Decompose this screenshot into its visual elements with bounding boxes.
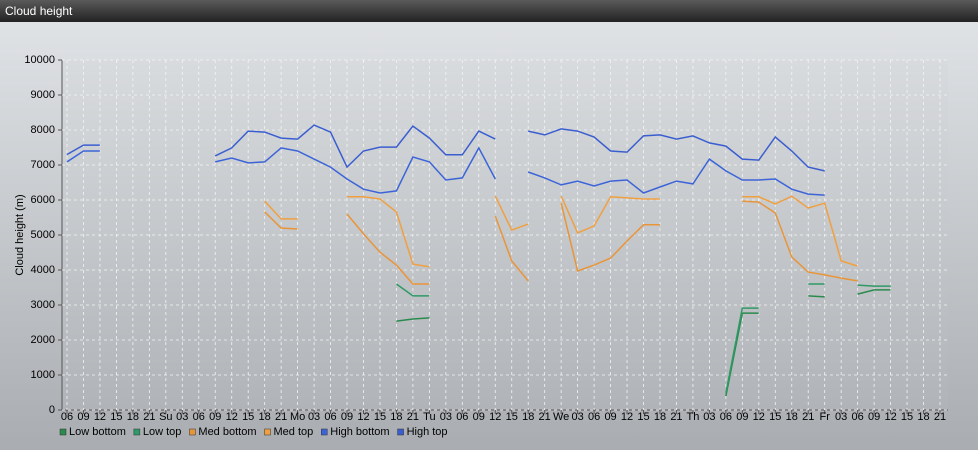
y-tick-label: 8000 xyxy=(31,124,55,136)
x-tick-label: 15 xyxy=(769,411,781,423)
x-tick-label: 12 xyxy=(884,411,896,423)
series-line xyxy=(395,283,891,394)
x-tick-label: 03 xyxy=(176,411,188,423)
y-tick-label: 2000 xyxy=(31,334,55,346)
y-tick-label: 4000 xyxy=(31,264,55,276)
x-tick-label: 18 xyxy=(654,411,666,423)
x-tick-label: 09 xyxy=(736,411,748,423)
x-tick-label: 12 xyxy=(94,411,106,423)
x-tick-label: 09 xyxy=(209,411,221,423)
x-tick-label: We xyxy=(553,411,569,423)
x-tick-label: Fr xyxy=(820,411,831,423)
series-line xyxy=(396,289,891,397)
x-tick-label: Mo xyxy=(290,411,305,423)
x-tick-label: 21 xyxy=(670,411,682,423)
x-tick-label: 21 xyxy=(143,411,155,423)
y-tick-label: 7000 xyxy=(31,159,55,171)
x-tick-label: 06 xyxy=(193,411,205,423)
x-tick-label: 18 xyxy=(522,411,534,423)
x-tick-label: 21 xyxy=(407,411,419,423)
legend-swatch xyxy=(189,428,196,436)
x-tick-label: 18 xyxy=(259,411,271,423)
y-tick-label: 5000 xyxy=(31,229,55,241)
x-tick-label: 18 xyxy=(390,411,402,423)
x-tick-label: 18 xyxy=(786,411,798,423)
x-tick-label: 15 xyxy=(242,411,254,423)
x-tick-label: 12 xyxy=(357,411,369,423)
x-tick-label: 09 xyxy=(604,411,616,423)
chart-title: Cloud height xyxy=(5,4,73,18)
x-tick-label: 12 xyxy=(621,411,633,423)
x-tick-label: 15 xyxy=(637,411,649,423)
legend-label: High bottom xyxy=(330,426,389,438)
x-tick-label: Th xyxy=(687,411,700,423)
x-tick-label: 06 xyxy=(324,411,336,423)
x-tick-label: Tu xyxy=(423,411,435,423)
header xyxy=(0,0,978,22)
series-line xyxy=(66,124,825,172)
x-tick-label: 15 xyxy=(901,411,913,423)
x-tick-label: 06 xyxy=(61,411,73,423)
x-tick-label: 09 xyxy=(341,411,353,423)
x-tick-label: 21 xyxy=(539,411,551,423)
y-tick-label: 6000 xyxy=(31,194,55,206)
series-line xyxy=(264,200,858,285)
y-tick-label: 0 xyxy=(49,404,55,416)
x-tick-label: 03 xyxy=(703,411,715,423)
x-tick-label: 06 xyxy=(456,411,468,423)
x-tick-label: Su xyxy=(159,411,172,423)
x-tick-label: 18 xyxy=(917,411,929,423)
x-tick-label: 06 xyxy=(852,411,864,423)
x-tick-label: 03 xyxy=(308,411,320,423)
legend-label: High top xyxy=(407,426,448,438)
legend-swatch xyxy=(397,428,404,436)
legend-label: Med bottom xyxy=(198,426,256,438)
x-tick-label: 09 xyxy=(473,411,485,423)
x-tick-label: 03 xyxy=(571,411,583,423)
x-tick-label: 15 xyxy=(506,411,518,423)
legend-swatch xyxy=(133,428,141,436)
legend-label: Low bottom xyxy=(69,426,126,438)
x-tick-label: 15 xyxy=(374,411,386,423)
series-line xyxy=(264,195,858,268)
x-tick-label: 12 xyxy=(489,411,501,423)
x-tick-label: 06 xyxy=(720,411,732,423)
y-axis-label: Cloud height (m) xyxy=(14,194,26,275)
y-tick-label: 10000 xyxy=(24,54,55,66)
y-tick-label: 1000 xyxy=(31,369,55,381)
x-tick-label: 21 xyxy=(802,411,814,423)
x-tick-label: 09 xyxy=(77,411,89,423)
x-tick-label: 21 xyxy=(934,411,946,423)
x-tick-label: 15 xyxy=(110,411,122,423)
x-tick-label: 03 xyxy=(835,411,847,423)
legend-swatch xyxy=(264,428,271,436)
y-tick-label: 3000 xyxy=(31,299,55,311)
x-tick-label: 21 xyxy=(275,411,287,423)
series-line xyxy=(66,146,825,196)
y-tick-label: 9000 xyxy=(31,89,55,101)
x-tick-label: 12 xyxy=(226,411,238,423)
legend-swatch xyxy=(321,428,328,436)
legend-label: Low top xyxy=(143,426,182,438)
x-tick-label: 12 xyxy=(753,411,765,423)
x-tick-label: 18 xyxy=(127,411,139,423)
legend-label: Med top xyxy=(274,426,314,438)
x-tick-label: 09 xyxy=(868,411,880,423)
legend-swatch xyxy=(59,428,67,436)
x-tick-label: 03 xyxy=(440,411,452,423)
x-tick-label: 06 xyxy=(588,411,600,423)
